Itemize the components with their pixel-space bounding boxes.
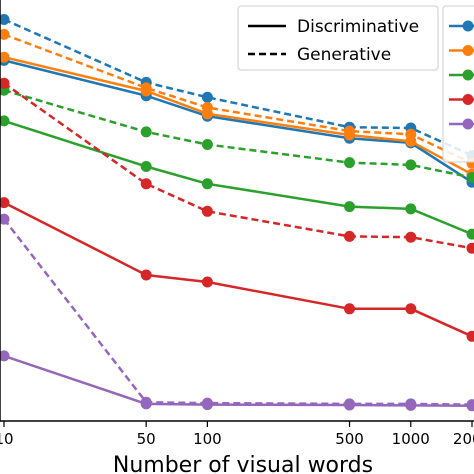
series-6-point-2 [201,205,213,217]
series-6-point-3 [344,230,355,242]
x-tick-label-1: 50 [137,430,156,448]
x-tick-label-5: 2000 [453,430,474,448]
legend-label-generative: Generative [297,45,391,65]
series-line-6 [3,82,473,250]
series-5-point-4 [405,203,417,215]
series-9-point-3 [344,399,355,411]
series-9-point-5 [466,400,474,412]
series-3-point-4 [405,135,417,147]
axes-layer [0,0,474,422]
x-tick-label-3: 500 [335,430,364,448]
x-tick-label-0: 10 [0,430,14,448]
x-axis-label: Number of visual words [113,453,373,474]
series-line-2 [3,33,473,165]
color-legend-marker-3 [462,94,474,105]
series-7-point-5 [466,330,474,342]
series-4-point-5 [466,172,474,183]
series-line-4 [3,89,473,179]
series-line-9 [3,354,473,408]
series-4-point-2 [201,139,213,150]
series-5-point-3 [344,201,355,213]
style-legend-box [237,5,439,71]
x-ticks: 10 50 100 500 1000 2000 [0,421,474,448]
series-6-point-1 [140,178,152,190]
x-tick-label-4: 1000 [392,430,430,448]
series-line-5 [3,119,473,236]
x-tick-label-2: 100 [193,430,222,448]
series-9-point-0 [0,350,10,362]
color-legend [442,5,474,163]
style-legend: Discriminative Generative [237,5,439,71]
series-4-point-3 [344,157,355,169]
series-4-point-4 [405,159,417,171]
series-3-point-0 [0,51,10,63]
series-line-0 [3,18,473,157]
color-legend-marker-4 [462,118,474,130]
series-line-3 [3,55,473,176]
color-legend-marker-1 [462,45,474,56]
series-line-8 [3,218,473,406]
series-3-point-1 [140,85,152,97]
series-layer [0,14,474,412]
series-5-point-2 [201,178,213,190]
color-legend-marker-2 [462,69,474,81]
series-2-point-0 [0,28,10,40]
series-8-point-0 [0,213,10,225]
series-7-point-0 [0,197,10,209]
series-line-1 [3,59,473,184]
series-7-point-2 [201,276,213,288]
series-7-point-1 [140,269,152,281]
series-9-point-2 [201,399,213,411]
series-7-point-3 [344,303,355,315]
series-0-point-2 [201,91,213,103]
series-6-point-5 [466,242,474,254]
series-7-point-4 [405,303,417,315]
series-3-point-3 [344,129,355,141]
series-9-point-4 [405,399,417,411]
series-6-point-0 [0,77,10,89]
series-6-point-4 [405,231,417,243]
series-5-point-5 [466,228,474,240]
series-9-point-1 [140,398,152,410]
legend-label-discriminative: Discriminative [297,17,419,37]
series-3-point-2 [201,108,213,120]
series-line-7 [3,201,473,338]
series-5-point-1 [140,161,152,172]
color-legend-marker-0 [462,20,474,32]
series-4-point-1 [140,126,152,138]
series-0-point-0 [0,14,10,25]
series-5-point-0 [0,115,10,127]
